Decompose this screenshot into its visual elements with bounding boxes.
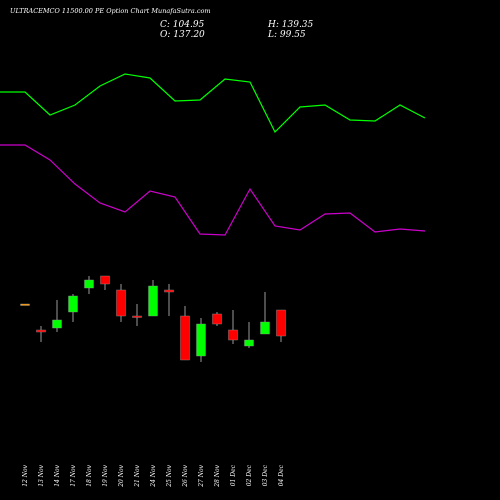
candle [212,312,222,326]
candle [260,292,270,335]
x-tick-label: 28 Nov [214,464,221,487]
candle-body [36,329,46,333]
x-tick-label: 13 Nov [38,464,45,486]
x-tick-label: 19 Nov [102,464,109,486]
high-readout: H: 139.35 [268,20,313,30]
x-tick-label: 27 Nov [198,464,205,487]
candle-body [68,295,78,313]
candle-body [148,285,158,317]
x-tick-label: 03 Dec [262,464,269,486]
candle-body [212,313,222,325]
x-tick-label: 21 Nov [134,464,141,487]
candle [276,309,286,342]
x-tick-label: 20 Nov [118,464,125,487]
x-tick-label: 17 Nov [70,464,77,486]
candle [84,276,94,294]
x-tick-label: 02 Dec [246,464,253,486]
indicator-lines [0,73,426,236]
candle-body [100,275,110,285]
candle-body [164,289,174,293]
candle [68,294,78,322]
candle [196,318,206,362]
x-tick-label: 01 Dec [230,464,237,486]
low-readout: L: 99.55 [268,30,306,40]
x-tick-label: 26 Nov [182,464,189,487]
x-tick-label: 25 Nov [166,464,173,487]
candle-body [52,319,62,329]
candlesticks [20,275,286,362]
x-axis: 12 Nov 13 Nov 14 Nov 17 Nov 18 Nov 19 Nov 20 N… [22,464,285,487]
low-value: 99.55 [279,30,306,40]
low-label: L: [268,30,278,40]
close-label: C: [160,20,170,30]
x-tick-label: 14 Nov [54,464,61,486]
candle-body [196,323,206,357]
lower-line [0,144,426,236]
open-readout: O: 137.20 [160,30,205,40]
candle-body [228,329,238,341]
candle [20,303,30,306]
x-tick-label: 24 Nov [150,464,157,487]
candle [36,326,46,342]
candle-body [260,321,270,335]
candle-body [244,339,254,347]
candle-body [84,279,94,289]
candle [148,280,158,317]
candle-body [116,289,126,317]
x-tick-label: 18 Nov [86,464,93,486]
high-value: 139.35 [281,20,314,30]
close-value: 104.95 [172,20,205,30]
candle [132,304,142,326]
candle-body [20,303,30,306]
candle [164,284,174,316]
close-readout: C: 104.95 [160,20,204,30]
high-label: H: [268,20,279,30]
candle-body [132,315,142,318]
open-value: 137.20 [173,30,205,40]
candle [100,275,110,290]
candle-body [276,309,286,337]
candle-body [180,315,190,361]
chart-title: ULTRACEMCO 11500.00 PE Option Chart Muna… [10,7,211,15]
candle [180,306,190,361]
candle [52,300,62,332]
upper-line [0,73,426,134]
x-tick-label: 12 Nov [22,464,29,486]
open-label: O: [160,30,171,40]
candle [244,322,254,348]
x-tick-label: 04 Dec [278,464,285,486]
candle [228,310,238,344]
candle [116,284,126,322]
